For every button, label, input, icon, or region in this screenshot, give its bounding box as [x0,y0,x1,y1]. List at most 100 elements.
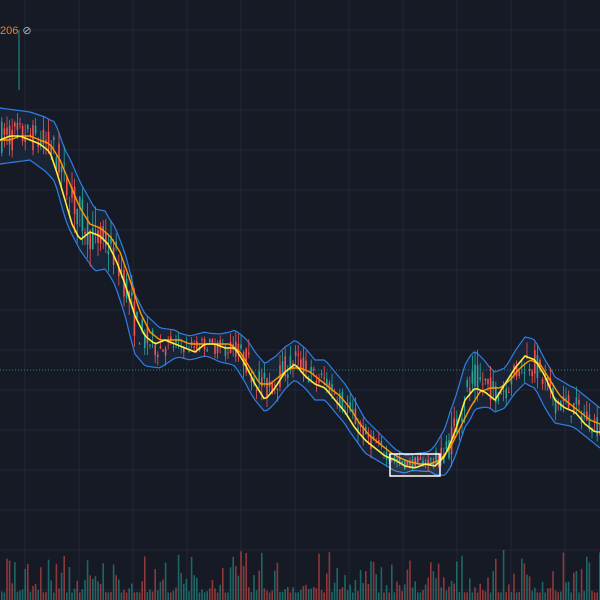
candle [523,362,526,383]
candle [97,225,99,257]
candle [146,315,149,355]
volume-bar [29,591,32,600]
candle-body [492,381,494,389]
volume-bar [370,561,372,600]
volume-bar [505,592,507,600]
candle-body [76,208,78,225]
volume-bar [105,592,107,600]
candle-body [24,138,26,143]
candle [86,202,89,259]
candle-body [110,235,112,244]
candle-body [380,441,383,445]
volume-bar [271,590,273,600]
volume-bar [388,592,390,600]
candle [164,346,167,366]
candle-body [188,351,190,353]
volume-bar [479,583,481,600]
candle [149,343,151,349]
volume-bar [222,567,224,600]
volume-bar [352,592,354,600]
volume-bar [320,590,323,600]
volume-bar [6,558,8,600]
volume-bar [528,576,531,600]
candle [495,381,497,412]
volume-bars [1,550,600,600]
volume-bar [167,592,169,600]
candle-body [523,372,526,374]
volume-bar [396,581,398,600]
volume-bar [362,582,364,600]
candle-body [237,343,240,353]
candle-body [510,375,513,385]
volume-bar [450,580,453,600]
candle-body [263,373,266,379]
volume-bar [144,556,146,600]
candle-body [138,343,141,345]
volume-bar [300,589,302,600]
volume-bar [349,584,351,600]
candle-body [271,383,273,394]
candle-body [55,157,58,170]
volume-bar [60,572,63,600]
volume-bar [536,592,539,600]
candle-body [313,368,315,371]
candle-body [396,458,398,462]
candle [162,349,164,352]
volume-bar [274,570,276,600]
volume-bar [157,590,159,600]
volume-bar [593,592,596,600]
candle-body [502,390,505,392]
volume-bar [154,569,156,600]
volume-bar [367,583,370,600]
candle-body [401,461,403,464]
volume-bar [331,591,333,600]
volume-bar [123,589,125,600]
candle-body [331,384,333,392]
volume-bar [380,567,383,600]
volume-bar [437,563,440,600]
volume-bar [492,571,494,600]
volume-bar [164,562,167,600]
candle-body [406,461,409,467]
volume-bar [565,582,567,600]
volume-bar [341,587,344,600]
volume-bar [417,592,419,600]
volume-bar [339,589,341,600]
volume-bar [513,573,515,600]
volume-bar [81,589,84,600]
candle-body [575,397,578,404]
candle [190,337,193,349]
candle-body [593,418,596,421]
candle [250,370,253,391]
volume-bar [588,562,591,600]
candle [484,378,487,385]
candle-body [435,451,437,461]
candle [297,345,299,367]
candle [469,376,471,402]
volume-bar [240,551,242,600]
candle-body [141,319,143,331]
candle [404,459,406,471]
candle-body [172,346,175,348]
candle-body [528,368,531,372]
volume-bar [284,589,286,600]
candle [47,119,50,154]
candle-body [305,360,307,370]
volume-bar [141,581,143,600]
candle [102,220,104,249]
candle-body [120,269,123,272]
volume-bar [315,588,318,600]
candle [266,377,268,407]
volume-bar [76,580,78,600]
candle-body [479,377,481,380]
eye-slash-icon[interactable]: ⊘ [22,25,32,37]
candle [193,340,195,352]
candle-body [136,311,138,318]
candle-body [255,389,258,391]
volume-bar [24,569,26,600]
volume-bar [523,563,526,600]
volume-bar [102,563,104,600]
